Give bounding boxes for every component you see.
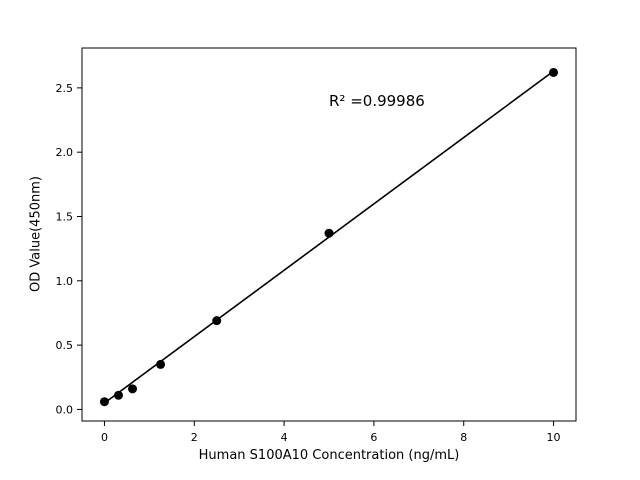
data-point bbox=[113, 390, 123, 400]
data-point bbox=[324, 228, 334, 238]
x-tick-label: 2 bbox=[191, 431, 198, 444]
plot-frame bbox=[81, 47, 577, 422]
x-tick-label: 6 bbox=[370, 431, 377, 444]
y-tick-label: 2.5 bbox=[56, 82, 74, 95]
y-tick-label: 2.0 bbox=[56, 146, 74, 159]
data-point bbox=[128, 384, 138, 394]
data-point bbox=[156, 359, 166, 369]
data-point bbox=[549, 67, 559, 77]
x-tick-label: 8 bbox=[460, 431, 467, 444]
y-tick-label: 0.0 bbox=[56, 403, 74, 416]
y-tick-label: 1.0 bbox=[56, 275, 74, 288]
x-axis-label: Human S100A10 Concentration (ng/mL) bbox=[198, 448, 460, 463]
data-point bbox=[99, 397, 109, 407]
x-tick-label: 4 bbox=[281, 431, 288, 444]
data-point bbox=[212, 316, 222, 326]
x-tick-label: 10 bbox=[547, 431, 561, 444]
x-tick-label: 0 bbox=[101, 431, 108, 444]
y-axis-label: OD Value(450nm) bbox=[28, 176, 44, 292]
annotation-r-squared: R² =0.99986 bbox=[329, 91, 425, 110]
y-tick-label: 0.5 bbox=[56, 339, 74, 352]
y-tick-label: 1.5 bbox=[56, 210, 74, 223]
